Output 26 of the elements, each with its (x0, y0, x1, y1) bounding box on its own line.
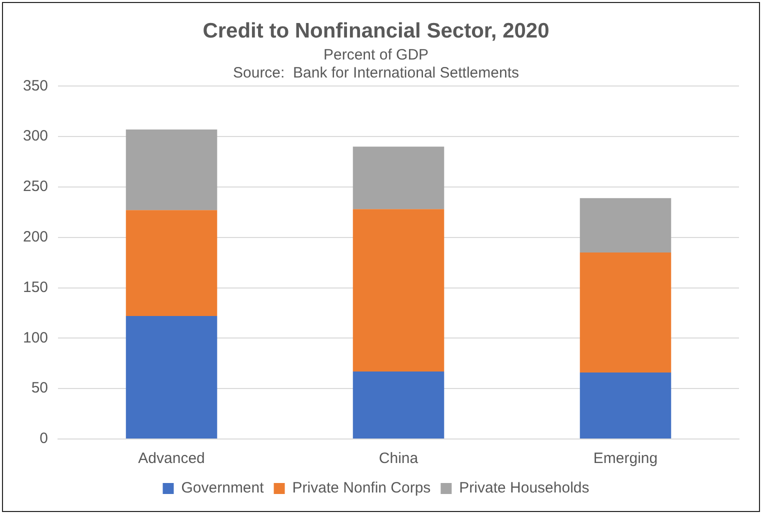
bar (580, 372, 672, 438)
bar (580, 252, 672, 372)
bar (126, 130, 218, 210)
bar (580, 198, 672, 253)
y-tick-label: 300 (22, 128, 48, 145)
x-tick-label: Advanced (138, 450, 205, 468)
bar (126, 210, 218, 316)
y-tick-label: 250 (22, 178, 48, 196)
bar (352, 146, 444, 210)
bar (126, 316, 218, 438)
bar (352, 209, 444, 372)
y-tick-label: 50 (31, 380, 48, 397)
y-tick-label: 0 (40, 430, 48, 448)
y-tick-label: 100 (22, 329, 48, 346)
x-tick-label: China (378, 450, 419, 468)
legend-label: Government (181, 480, 265, 497)
chart-title: Credit to Nonfinancial Sector, 2020 (202, 19, 550, 42)
source-note: Source: Bank for International Settlements (233, 64, 519, 82)
legend-label: Private Nonfin Corps (292, 480, 431, 497)
x-tick-label: Emerging (593, 450, 658, 468)
y-tick-label: 350 (22, 77, 48, 94)
y-tick-label: 150 (22, 278, 48, 296)
chart-subtitle: Percent of GDP (323, 46, 429, 64)
y-tick-label: 200 (22, 228, 48, 246)
bar (352, 371, 444, 438)
legend-label: Private Households (459, 480, 590, 497)
